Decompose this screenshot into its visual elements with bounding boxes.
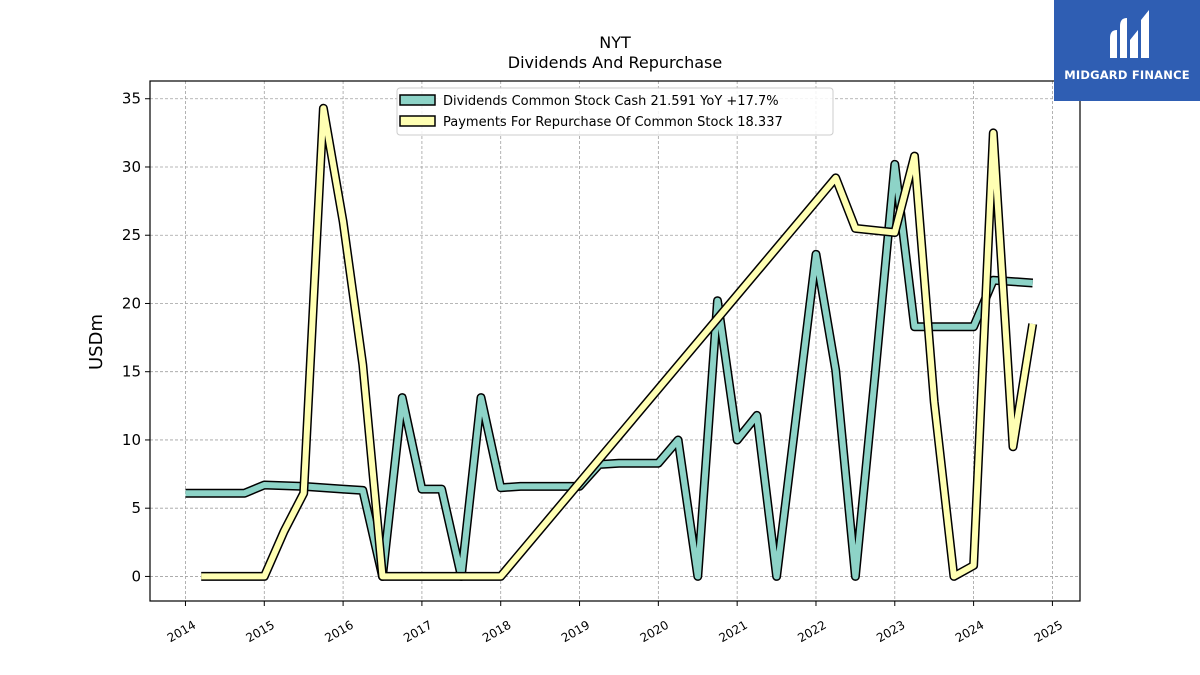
series-line-1	[201, 105, 1036, 580]
series-line-0	[185, 161, 1033, 580]
plot-frame	[149, 80, 1081, 602]
series-group	[185, 103, 1038, 581]
x-tick-label: 2021	[716, 618, 749, 645]
legend: Dividends Common Stock Cash 21.591 YoY +…	[396, 87, 834, 136]
y-tick-label: 20	[122, 294, 141, 312]
legend-label-1: Payments For Repurchase Of Common Stock …	[443, 115, 783, 130]
chart-title: NYT	[599, 33, 631, 52]
legend-swatch-1	[399, 115, 436, 127]
logo-text: MIDGARD FINANCE	[1064, 68, 1190, 82]
axes: 2014 2015 2016 2017 2018 2019 2020 2021 2022 2023…	[122, 80, 1081, 645]
y-axis-label: USDm	[86, 314, 107, 370]
y-tick-label: 25	[122, 226, 141, 244]
x-tick-label: 2017	[401, 618, 434, 645]
legend-swatch-0	[399, 94, 436, 106]
x-tick-label: 2015	[244, 618, 277, 645]
y-tick-label: 10	[122, 431, 141, 449]
x-tick-label: 2016	[322, 618, 355, 645]
y-tick-label: 0	[131, 567, 141, 585]
chart-subtitle: Dividends And Repurchase	[508, 53, 722, 72]
x-tick-label: 2023	[874, 618, 907, 645]
x-tick-label: 2025	[1032, 618, 1065, 645]
y-tick-label: 5	[131, 499, 141, 517]
x-tick-label: 2024	[953, 618, 986, 645]
x-tick-label: 2020	[638, 618, 671, 645]
x-tick-label: 2022	[795, 618, 828, 645]
x-tick-label: 2014	[165, 618, 198, 645]
y-tick-label: 35	[122, 90, 141, 108]
x-tick-label: 2018	[480, 618, 513, 645]
midgard-finance-logo: MIDGARD FINANCE	[1054, 0, 1200, 101]
y-tick-label: 15	[122, 363, 141, 381]
x-tick-label: 2019	[559, 618, 592, 645]
logo-mark-icon	[1110, 10, 1149, 58]
y-tick-label: 30	[122, 158, 141, 176]
legend-label-0: Dividends Common Stock Cash 21.591 YoY +…	[443, 94, 779, 109]
legend-box	[396, 87, 834, 136]
